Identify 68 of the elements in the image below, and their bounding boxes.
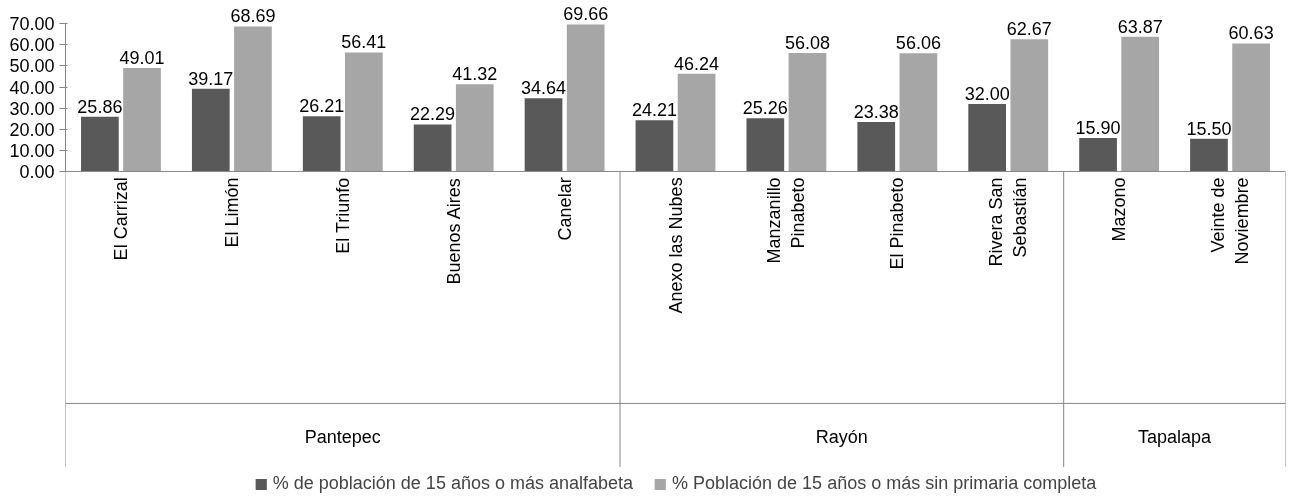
bar — [1079, 137, 1117, 172]
bar — [1121, 36, 1160, 172]
text: Rayón — [815, 427, 868, 448]
bar — [234, 26, 272, 172]
data-label: 56.41 — [341, 32, 387, 53]
bar — [1010, 39, 1049, 172]
data-label: 32.00 — [964, 83, 1010, 104]
bar — [788, 53, 827, 172]
text: Tapalapa — [1138, 427, 1213, 448]
bar — [635, 120, 674, 172]
data-label: 41.32 — [452, 64, 498, 85]
y-tick-label: 60.00 — [9, 35, 55, 56]
data-label: 23.38 — [853, 102, 899, 123]
bar — [677, 73, 716, 172]
x-tick-label: Veinte de Noviembre — [1208, 177, 1253, 265]
data-label: 34.64 — [521, 78, 567, 99]
bar — [455, 84, 494, 172]
legend-label: % de población de 15 años o más analfabeta — [272, 473, 634, 494]
y-tick-label: 40.00 — [9, 77, 55, 98]
x-tick-label: Buenos Aires — [443, 178, 464, 285]
data-label: 56.08 — [784, 33, 831, 54]
data-label: 39.17 — [188, 68, 234, 89]
x-tick-label: El Limón — [221, 177, 242, 248]
legend-label: % Población de 15 años o más sin primaria completa — [672, 473, 1097, 494]
bar — [191, 88, 230, 172]
data-label: 24.21 — [631, 100, 677, 121]
bar — [566, 24, 605, 172]
y-tick-label: 70.00 — [9, 14, 55, 35]
x-tick-label: Rivera San Sebastián — [986, 177, 1031, 267]
data-label: 69.66 — [563, 4, 609, 25]
bar — [524, 98, 563, 172]
y-tick-label: 0.00 — [19, 161, 55, 182]
data-label: 26.21 — [299, 96, 345, 117]
text: Pantepec — [304, 427, 381, 448]
x-tick-label: El Carrizal — [110, 177, 131, 261]
data-label: 25.26 — [742, 98, 788, 119]
x-tick-label: El Pinabeto — [887, 177, 908, 270]
x-tick-label: Canelar — [554, 177, 575, 241]
data-label: 60.63 — [1228, 23, 1274, 44]
bar — [1232, 43, 1270, 172]
bar — [123, 68, 161, 172]
bar — [857, 122, 896, 172]
x-tick-label: El Triunfo — [332, 177, 353, 254]
bar — [1190, 138, 1228, 172]
data-label: 22.29 — [410, 104, 456, 125]
y-tick-label: 50.00 — [9, 56, 55, 77]
x-tick-label: Mazono — [1109, 177, 1130, 242]
data-label: 63.87 — [1117, 16, 1163, 37]
y-tick-label: 30.00 — [9, 98, 55, 119]
x-tick-label: Manzanillo Pinabeto — [764, 177, 809, 264]
bar — [413, 124, 452, 172]
bar — [899, 53, 938, 172]
bar — [344, 52, 383, 172]
data-label: 25.86 — [77, 96, 123, 117]
bar — [302, 116, 341, 172]
bar — [746, 118, 785, 172]
data-label: 49.01 — [119, 48, 165, 69]
data-label: 68.69 — [230, 6, 276, 27]
bar — [81, 116, 119, 172]
data-label: 15.50 — [1186, 118, 1232, 139]
data-label: 15.90 — [1075, 117, 1121, 138]
y-tick-label: 10.00 — [9, 140, 55, 161]
data-label: 56.06 — [895, 33, 941, 54]
x-tick-label: Anexo las Nubes — [665, 177, 686, 314]
data-label: 62.67 — [1006, 19, 1052, 40]
bar — [968, 103, 1007, 172]
y-tick-label: 20.00 — [9, 119, 55, 140]
data-label: 46.24 — [674, 53, 720, 74]
